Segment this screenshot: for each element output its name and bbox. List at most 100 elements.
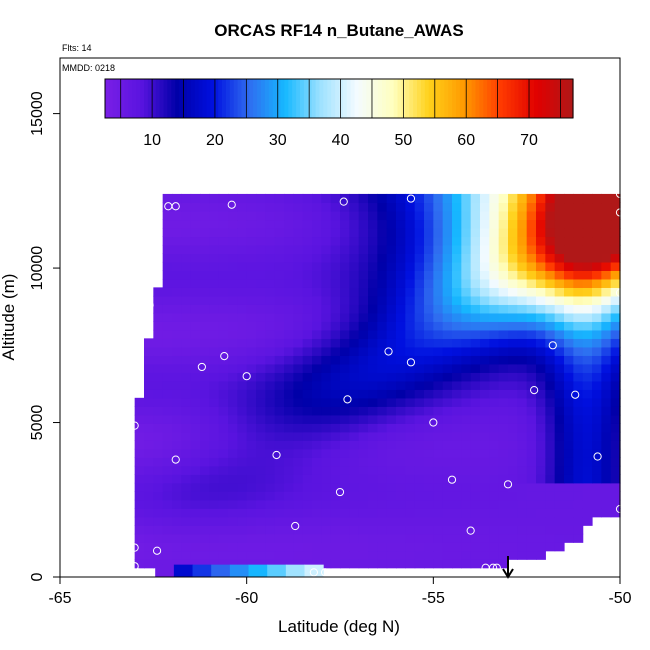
heatmap-cell (405, 474, 416, 484)
heatmap-cell (573, 525, 584, 535)
heatmap-cell (228, 261, 238, 271)
heatmap-cell (545, 363, 556, 373)
heatmap-cell (330, 278, 341, 288)
heatmap-cell (246, 363, 257, 373)
heatmap-cell (414, 338, 425, 348)
heatmap-cell (545, 304, 556, 314)
heatmap-cell (293, 440, 304, 450)
heatmap-cell (228, 372, 238, 382)
heatmap-cell (265, 372, 276, 382)
heatmap-cell (480, 363, 490, 373)
heatmap-cell (256, 423, 266, 433)
heatmap-cell (405, 321, 416, 331)
heatmap-cell (433, 227, 444, 238)
heatmap-cell (564, 465, 574, 475)
heatmap-cell (200, 542, 210, 552)
heatmap-cell (368, 244, 378, 254)
heatmap-cell (582, 219, 593, 229)
heatmap-cell (545, 219, 556, 229)
heatmap-cell (172, 423, 182, 433)
heatmap-cell (162, 431, 173, 441)
heatmap-cell (153, 295, 164, 305)
heatmap-cell (293, 355, 304, 365)
heatmap-cell (321, 227, 332, 238)
heatmap-cell (564, 202, 574, 212)
heatmap-cell (246, 261, 257, 271)
heatmap-cell (134, 457, 145, 467)
heatmap-cell (461, 227, 472, 238)
heatmap-cell (582, 465, 593, 475)
colorbar-swatch (526, 79, 531, 118)
heatmap-cell (200, 559, 210, 569)
heatmap-cell (172, 210, 182, 221)
heatmap-cell (517, 287, 528, 297)
heatmap-cell (293, 287, 304, 297)
heatmap-cell (162, 295, 173, 305)
heatmap-cell (321, 482, 332, 492)
heatmap-cell (237, 499, 248, 509)
heatmap-cell (554, 448, 565, 458)
heatmap-cell (545, 321, 556, 331)
heatmap-cell (396, 380, 406, 390)
heatmap-cell (470, 431, 481, 441)
heatmap-cell (601, 270, 612, 280)
colorbar-swatch (140, 79, 145, 118)
heatmap-cell (349, 355, 360, 365)
heatmap-cell (321, 372, 332, 382)
heatmap-cell (284, 508, 294, 518)
heatmap-cell (321, 363, 332, 373)
heatmap-cell (153, 542, 164, 552)
heatmap-cell (209, 338, 220, 348)
heatmap-cell (414, 321, 425, 331)
heatmap-cell (237, 397, 248, 407)
heatmap-cell (265, 304, 276, 314)
heatmap-cell (545, 270, 556, 280)
heatmap-cell (237, 261, 248, 271)
heatmap-cell (452, 363, 462, 373)
heatmap-cell (508, 202, 518, 212)
heatmap-cell (536, 346, 546, 356)
heatmap-cell (256, 406, 266, 416)
heatmap-cell (172, 355, 182, 365)
heatmap-cell (582, 244, 593, 254)
heatmap-cell (200, 244, 210, 254)
heatmap-cell (302, 406, 313, 416)
heatmap-cell (284, 550, 294, 560)
observation-point (492, 563, 501, 572)
heatmap-cell (526, 261, 537, 271)
heatmap-cell (592, 236, 602, 246)
heatmap-cell (498, 533, 509, 543)
heatmap-cell (218, 329, 229, 339)
heatmap-cell (321, 244, 332, 254)
heatmap-cell (162, 372, 173, 382)
heatmap-cell (200, 423, 210, 433)
heatmap-cell (274, 355, 285, 365)
heatmap-cell (573, 219, 584, 229)
heatmap-cell (209, 380, 220, 390)
heatmap-cell (582, 448, 593, 458)
heatmap-cell (274, 295, 285, 305)
heatmap-cell (321, 550, 332, 560)
heatmap-cell (284, 227, 294, 238)
heatmap-cell (209, 474, 220, 484)
heatmap-cell (218, 363, 229, 373)
colorbar-swatch (319, 79, 324, 118)
heatmap-cell (172, 244, 182, 254)
heatmap-cell (312, 321, 322, 331)
heatmap-cell (321, 397, 332, 407)
heatmap-cell (480, 397, 490, 407)
heatmap-cell (256, 329, 266, 339)
heatmap-cell (330, 295, 341, 305)
colorbar-swatch (374, 79, 379, 118)
heatmap-cell (200, 210, 210, 221)
colorbar-swatch (518, 79, 523, 118)
heatmap-cell (396, 295, 406, 305)
heatmap-cell (545, 516, 556, 526)
low-row-cell (304, 564, 324, 577)
y-tick-label: 10000 (29, 246, 46, 291)
heatmap-cell (134, 550, 145, 560)
heatmap-cell (545, 533, 556, 543)
heatmap-cell (256, 431, 266, 441)
colorbar-tick-label: 50 (394, 132, 412, 149)
heatmap-cell (246, 227, 257, 238)
